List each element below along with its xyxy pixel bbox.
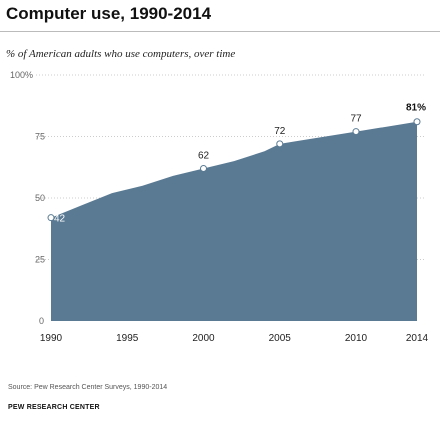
x-tick-label: 2000 xyxy=(192,333,215,344)
data-point-label: 81% xyxy=(406,103,426,114)
x-tick-label: 1995 xyxy=(116,333,139,344)
data-point-marker xyxy=(276,140,284,148)
y-tick-label: 0 xyxy=(39,316,44,326)
chart-title: Computer use, 1990-2014 xyxy=(6,4,212,23)
area-fill xyxy=(51,121,417,321)
y-axis-ticks: 0 25 50 75 100% xyxy=(10,70,45,326)
data-point-marker xyxy=(200,164,207,172)
data-point-label: 72 xyxy=(274,126,286,137)
data-point-label: 62 xyxy=(198,150,210,161)
y-tick-label: 25 xyxy=(35,255,45,265)
source-note: Source: Pew Research Center Surveys, 199… xyxy=(8,384,168,391)
y-tick-label: 50 xyxy=(35,193,45,203)
data-point-label: 77 xyxy=(350,114,362,125)
labeled-points: 42 62 72 77 81% xyxy=(47,103,426,225)
title-divider xyxy=(0,31,440,32)
area-chart: 0 25 50 75 100% 1990 1995 2000 2005 2010 2014 42 6… xyxy=(10,70,429,344)
data-point-label: 42 xyxy=(54,214,66,225)
x-tick-label: 2014 xyxy=(406,333,429,344)
y-tick-label: 100% xyxy=(10,70,33,80)
data-point-marker xyxy=(413,118,421,126)
x-tick-label: 1990 xyxy=(40,333,63,344)
x-tick-label: 2010 xyxy=(345,333,368,344)
chart-subtitle: % of American adults who use computers, … xyxy=(6,48,236,60)
area-series xyxy=(51,121,417,321)
x-axis-ticks: 1990 1995 2000 2005 2010 2014 xyxy=(40,333,429,344)
y-tick-label: 75 xyxy=(35,132,45,142)
x-tick-label: 2005 xyxy=(269,333,292,344)
organization-credit: PEW RESEARCH CENTER xyxy=(8,404,100,411)
data-point-marker xyxy=(352,128,360,136)
data-point-marker xyxy=(47,214,55,222)
